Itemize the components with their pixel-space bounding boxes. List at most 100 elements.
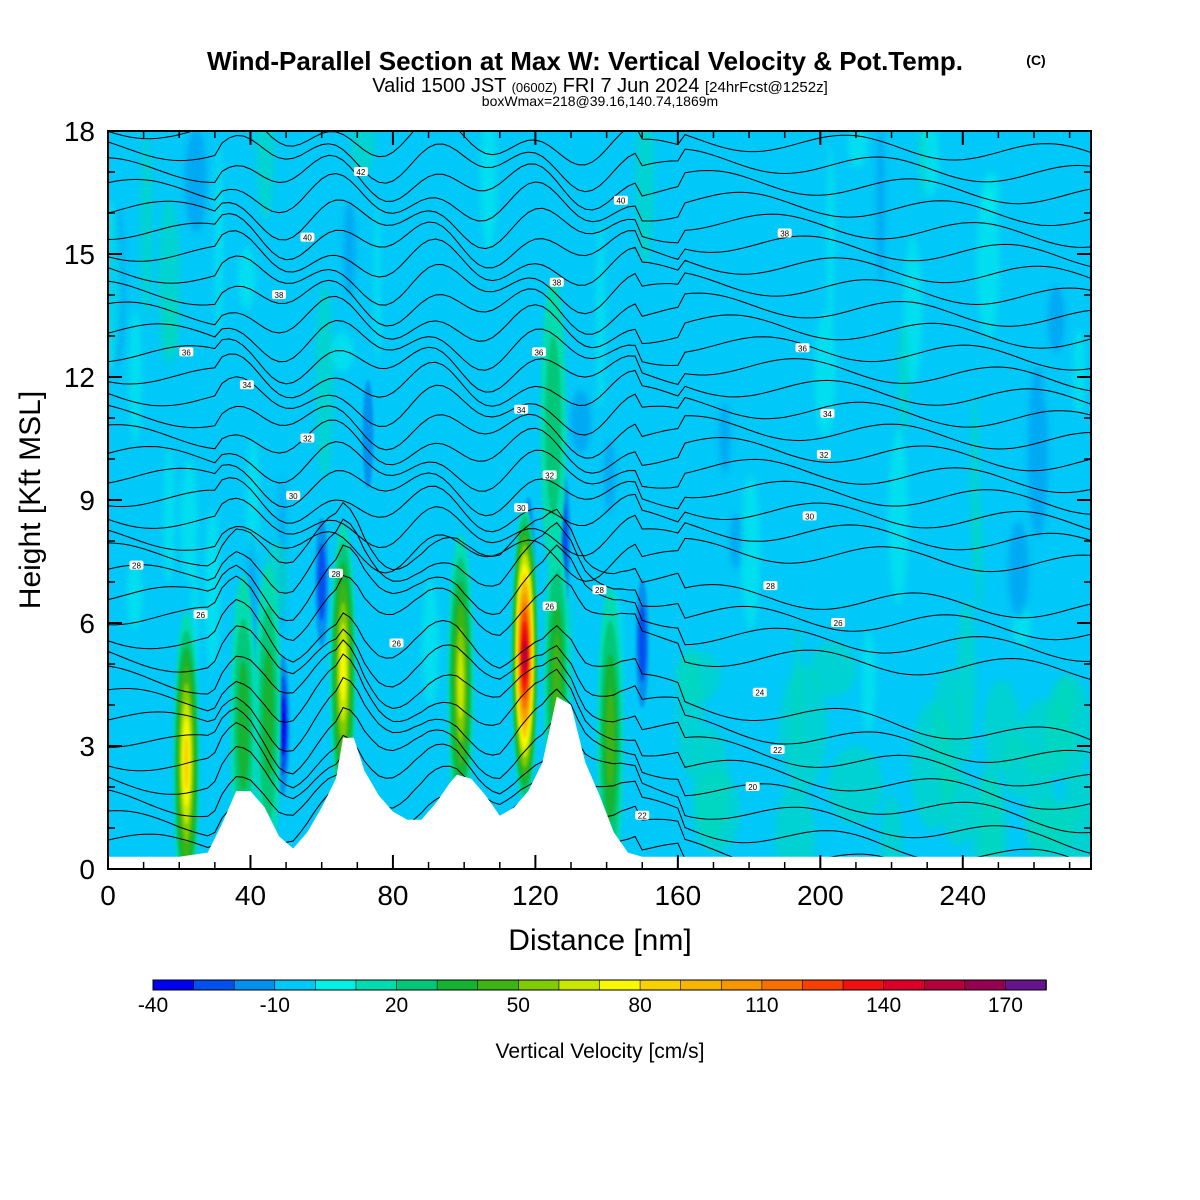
contour-label-background bbox=[389, 638, 404, 648]
x-tick-label: 80 bbox=[377, 880, 408, 911]
velocity-streak bbox=[970, 773, 1008, 869]
theta-contour bbox=[108, 464, 1091, 517]
velocity-streak bbox=[140, 135, 153, 317]
y-tick-label: 9 bbox=[79, 485, 95, 516]
velocity-streak bbox=[632, 294, 640, 430]
velocity-streak bbox=[714, 564, 726, 611]
theta-contour bbox=[108, 199, 1091, 250]
contour-label-background bbox=[271, 290, 286, 299]
theta-contour-label: 38 bbox=[549, 277, 564, 288]
velocity-streak bbox=[238, 247, 256, 310]
colorbar-swatch bbox=[883, 979, 926, 991]
contour-label-background bbox=[542, 601, 557, 611]
contour-label-background bbox=[592, 585, 607, 595]
theta-contour-label: 26 bbox=[542, 601, 557, 612]
velocity-streak bbox=[1044, 675, 1091, 783]
theta-contour-label: 26 bbox=[193, 609, 208, 620]
velocity-streak bbox=[246, 437, 261, 568]
theta-contour-label: 28 bbox=[328, 568, 343, 579]
colorbar-swatch bbox=[233, 979, 276, 991]
contour-label-background bbox=[770, 745, 785, 755]
contour-label-text: 40 bbox=[303, 234, 312, 243]
velocity-streak bbox=[898, 322, 909, 433]
theta-contour bbox=[108, 154, 1091, 211]
contour-label-text: 28 bbox=[766, 582, 775, 591]
theta-contour bbox=[108, 353, 1091, 407]
colorbar-swatch bbox=[477, 979, 520, 991]
x-axis-label: Distance [nm] bbox=[508, 924, 691, 957]
theta-contour bbox=[108, 376, 1091, 436]
x-tick-label: 0 bbox=[100, 880, 116, 911]
downdraft-cell bbox=[362, 380, 374, 489]
y-tick-label: 0 bbox=[79, 854, 95, 885]
theta-contour-label: 28 bbox=[763, 581, 778, 591]
velocity-streak bbox=[994, 523, 1002, 582]
theta-contour bbox=[108, 295, 1091, 349]
contour-label-background bbox=[531, 347, 546, 357]
contour-label-background bbox=[514, 404, 529, 414]
velocity-streak bbox=[692, 727, 729, 841]
velocity-streak bbox=[1041, 361, 1053, 409]
x-tick-label: 200 bbox=[797, 880, 844, 911]
colorbar-tick-label: 110 bbox=[745, 994, 778, 1017]
theta-contour bbox=[108, 172, 1091, 227]
theta-contour bbox=[108, 230, 1091, 286]
colorbar-swatch bbox=[274, 979, 317, 991]
colorbar-swatch bbox=[639, 979, 682, 991]
contour-label-background bbox=[353, 167, 368, 176]
contour-label-text: 34 bbox=[242, 381, 251, 390]
colorbar-swatch bbox=[680, 979, 723, 991]
downdraft-cell bbox=[638, 604, 647, 683]
contour-label-background bbox=[613, 195, 628, 205]
theta-contour bbox=[108, 441, 1091, 494]
contour-label-text: 28 bbox=[331, 570, 340, 579]
contour-label-background bbox=[816, 449, 831, 459]
theta-contour-label: 30 bbox=[802, 511, 817, 521]
theta-contour-label: 36 bbox=[179, 347, 194, 357]
contour-label-text: 26 bbox=[545, 603, 554, 612]
theta-contour bbox=[108, 525, 1091, 582]
velocity-streak bbox=[775, 782, 815, 869]
velocity-streak bbox=[1008, 521, 1029, 619]
contour-label-text: 30 bbox=[289, 492, 298, 501]
y-tick-label: 12 bbox=[64, 362, 95, 393]
velocity-streak bbox=[861, 630, 877, 734]
velocity-cells bbox=[173, 276, 652, 869]
y-tick-label: 18 bbox=[64, 116, 95, 147]
contour-label-background bbox=[549, 277, 564, 287]
updraft-cell bbox=[522, 641, 527, 671]
colorbar-frame bbox=[152, 979, 1047, 991]
x-tick-label: 160 bbox=[654, 880, 701, 911]
theta-contour bbox=[108, 653, 1091, 810]
velocity-streak bbox=[343, 201, 356, 299]
updraft-cell bbox=[184, 735, 189, 789]
theta-contour-label: 34 bbox=[820, 408, 835, 419]
valid-utc: (0600Z) bbox=[512, 80, 558, 95]
velocity-streak bbox=[604, 440, 616, 514]
contour-label-background bbox=[635, 810, 650, 820]
x-axis-ticks: 0 40 80 120 160 200 240 bbox=[100, 131, 1071, 911]
velocity-streak bbox=[741, 362, 759, 483]
contour-label-text: 20 bbox=[748, 783, 757, 792]
theta-contour bbox=[108, 639, 1091, 787]
contour-label-text: 38 bbox=[552, 279, 561, 288]
theta-contour bbox=[108, 338, 1091, 393]
colorbar-tick-label: 50 bbox=[507, 994, 530, 1017]
contour-label-background bbox=[777, 228, 792, 238]
theta-contour-label: 28 bbox=[592, 585, 607, 595]
theta-contour bbox=[108, 501, 1091, 619]
valid-prefix: Valid 1500 JST bbox=[372, 75, 506, 97]
velocity-streak bbox=[256, 131, 275, 219]
theta-contour-label: 42 bbox=[353, 167, 368, 177]
colorbar-swatch bbox=[193, 979, 235, 991]
velocity-streak bbox=[184, 131, 207, 232]
theta-contour-label: 36 bbox=[531, 347, 546, 357]
contour-label-background bbox=[193, 609, 208, 619]
velocity-streak bbox=[983, 680, 1020, 773]
contour-label-background bbox=[179, 347, 194, 357]
velocity-streak bbox=[740, 471, 761, 630]
colorbar-swatch bbox=[152, 979, 195, 991]
velocity-streak bbox=[1072, 328, 1086, 416]
colorbar-swatch bbox=[599, 979, 641, 991]
